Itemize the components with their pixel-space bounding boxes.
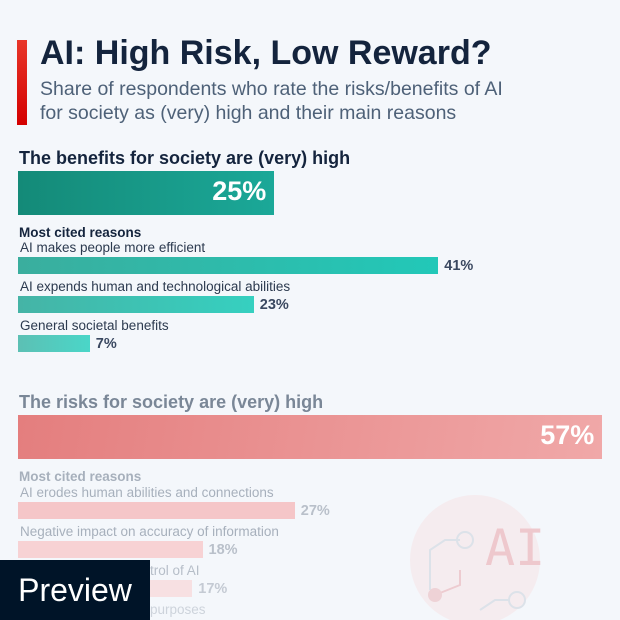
reason-bar: [18, 541, 203, 558]
reason-label: trol of AI: [150, 563, 200, 578]
reason-label: AI erodes human abilities and connection…: [20, 485, 274, 500]
reason-label: AI makes people more efficient: [20, 240, 206, 255]
reason-bar: [18, 335, 90, 352]
group-total-value: 57%: [540, 420, 595, 450]
subtitle-line-1: Share of respondents who rate the risks/…: [40, 78, 503, 100]
reason-value: 18%: [208, 542, 238, 558]
ai-circuit-icon: AI: [410, 495, 545, 620]
preview-badge: Preview: [0, 560, 150, 620]
group-heading: The benefits for society are (very) high: [19, 148, 351, 168]
page-title: AI: High Risk, Low Reward?: [40, 34, 492, 72]
subtitle-line-2: for society as (very) high and their mai…: [40, 102, 457, 124]
reason-label: Negative impact on accuracy of informati…: [20, 524, 279, 539]
reason-value: 17%: [198, 581, 228, 597]
reason-label: AI expends human and technological abili…: [20, 279, 291, 294]
reason-value: 23%: [259, 297, 289, 313]
reason-bar: [18, 296, 254, 313]
reasons-title: Most cited reasons: [19, 225, 142, 240]
ai-illustration-text: AI: [485, 519, 545, 577]
reason-bar: [18, 502, 295, 519]
preview-label: Preview: [18, 571, 132, 608]
reason-value: 7%: [95, 336, 117, 352]
group-total-value: 25%: [212, 176, 267, 206]
group-heading: The risks for society are (very) high: [19, 392, 324, 412]
accent-bar: [17, 40, 27, 125]
reason-bar: [18, 257, 439, 274]
group-total-bar: 57%: [18, 415, 603, 459]
reason-value: 41%: [444, 258, 474, 274]
reasons-title: Most cited reasons: [19, 469, 142, 484]
group-total-bar: 25%: [18, 171, 275, 215]
reason-label: General societal benefits: [20, 318, 169, 333]
reason-value: 27%: [300, 503, 330, 519]
reason-label: purposes: [150, 602, 206, 617]
